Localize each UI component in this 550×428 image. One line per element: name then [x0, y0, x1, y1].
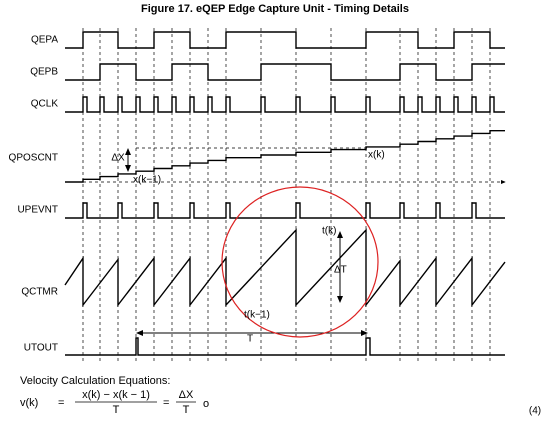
qctmr-wave: [64, 228, 506, 308]
annotation: t(k−1): [244, 310, 270, 321]
annotation: t(k): [322, 226, 336, 237]
equation-text: T: [113, 404, 120, 416]
equation-heading: Velocity Calculation Equations:: [20, 375, 170, 387]
annotation: x(k−1): [133, 175, 161, 186]
upevnt-wave: [65, 202, 505, 219]
equation-text: o: [203, 398, 209, 410]
annotation: ΔX: [111, 153, 125, 164]
equation-text: v(k): [20, 397, 38, 409]
equation-text: T: [183, 404, 190, 416]
signal-label: QEPB: [30, 67, 58, 78]
qepa-wave: [65, 31, 505, 49]
equation-text: =: [163, 397, 169, 409]
signal-label: QCLK: [31, 99, 59, 110]
signal-label: QEPA: [31, 35, 58, 46]
qposcnt-wave: [65, 130, 505, 183]
annotation: T: [247, 334, 253, 345]
equation-text: ΔX: [179, 389, 194, 401]
title: Figure 17. eQEP Edge Capture Unit - Timi…: [141, 3, 409, 15]
signal-label: QPOSCNT: [9, 153, 58, 164]
signal-label: UPEVNT: [17, 205, 58, 216]
equation-text: =: [58, 397, 64, 409]
annotation: x(k): [368, 150, 385, 161]
qepb-wave: [65, 63, 505, 81]
annotation: ΔT: [334, 265, 347, 276]
highlight-circle: [221, 186, 379, 338]
equation-number: (4): [529, 406, 541, 417]
equation-text: x(k) − x(k − 1): [82, 389, 150, 401]
signal-label: QCTMR: [21, 287, 58, 298]
utout-wave: [65, 337, 505, 356]
signal-label: UTOUT: [24, 343, 58, 354]
qclk-wave: [65, 96, 505, 113]
